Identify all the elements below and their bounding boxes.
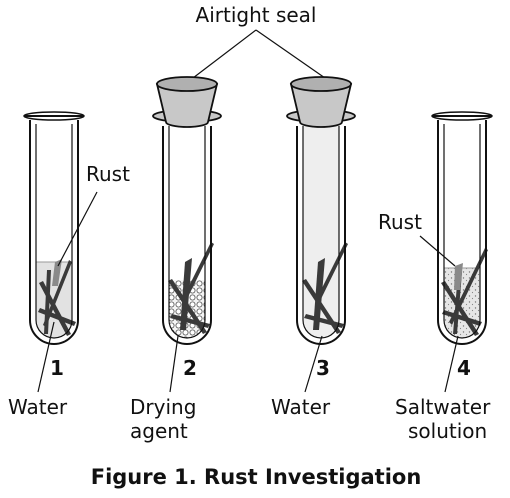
tube-4-label-line-1: Saltwater [395,395,491,419]
water-leader-tube-3 [304,335,323,393]
seal-leader-tube-2 [192,29,257,79]
airtight-seal-label: Airtight seal [196,3,317,27]
tube-number-3: 3 [316,356,330,380]
iron-nails [302,242,348,334]
iron-nails [38,259,76,336]
rust-patch [52,259,62,286]
iron-nails [168,242,214,334]
test-tube-2 [152,76,222,345]
rust-leader-tube-4 [419,235,456,267]
tube-1-label-line-1: Water [8,395,68,419]
tube-number-2: 2 [183,356,197,380]
tube-2-label-line-2: agent [130,419,188,443]
tube-4-label-line-2: solution [408,419,487,443]
rust-label-tube-1: Rust [86,162,130,186]
seal-leader-tube-3 [255,29,326,79]
saltwater-leader [444,335,459,393]
tube-3-label-line-1: Water [271,395,331,419]
rust-leader-tube-1 [57,191,98,267]
figure-caption: Figure 1. Rust Investigation [91,465,422,489]
water-fill [303,126,339,338]
test-tube-1 [23,111,85,345]
tube-2-label-line-1: Drying [130,395,196,419]
rust-patch [454,263,463,290]
test-tube-3 [286,76,356,345]
drying-agent-leader [169,335,179,393]
water-leader-tube-1 [37,321,55,393]
rust-label-tube-4: Rust [378,210,422,234]
iron-nails [441,248,488,336]
airtight-stopper-3 [286,76,356,128]
tube-number-1: 1 [50,356,64,380]
test-tube-4 [431,111,493,345]
airtight-stopper-2 [152,76,222,128]
tube-number-4: 4 [457,356,471,380]
